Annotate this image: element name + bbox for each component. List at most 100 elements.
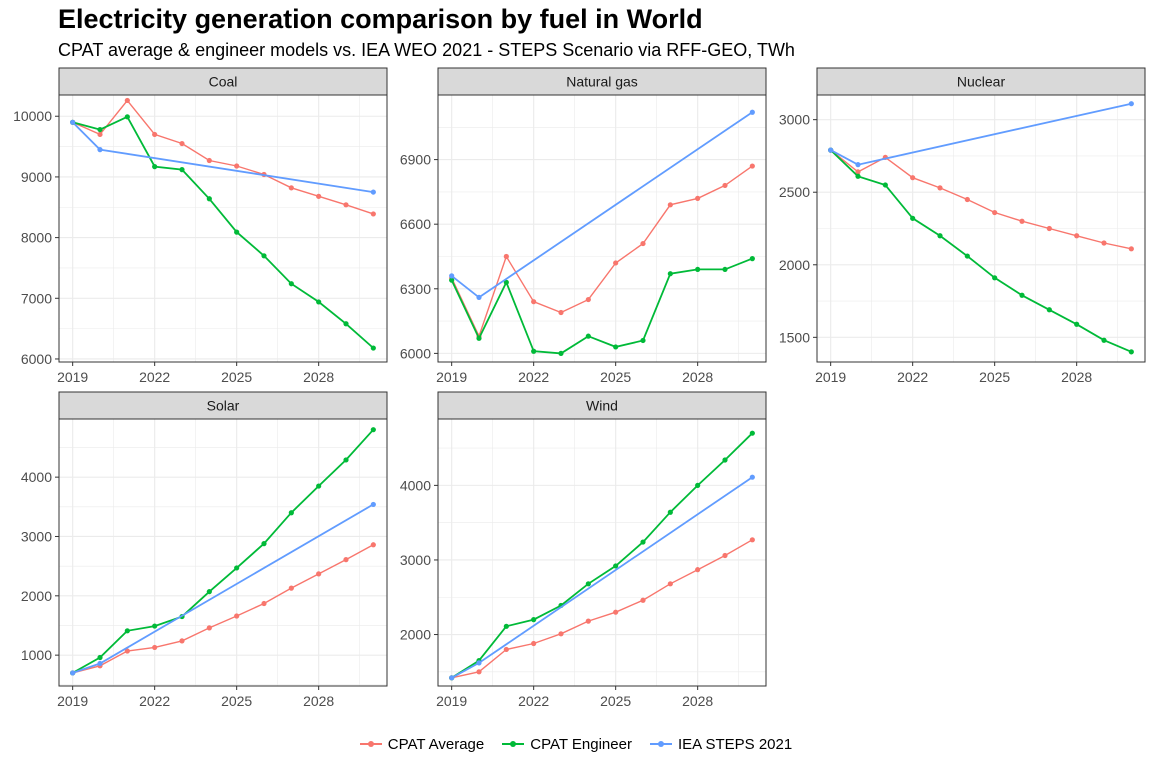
data-point-cpat-average xyxy=(476,669,482,675)
data-point-cpat-engineer xyxy=(288,510,294,516)
data-point-cpat-engineer xyxy=(449,277,455,283)
data-point-cpat-engineer xyxy=(531,617,537,623)
y-tick-label: 1500 xyxy=(779,329,810,345)
panel-border xyxy=(58,94,388,363)
data-point-cpat-engineer xyxy=(1074,321,1080,327)
x-tick-label: 2022 xyxy=(897,369,928,385)
data-point-cpat-average xyxy=(531,299,537,305)
data-point-cpat-engineer xyxy=(749,256,755,262)
x-tick-label: 2022 xyxy=(139,369,170,385)
y-tick-label: 2500 xyxy=(779,184,810,200)
data-point-cpat-average xyxy=(179,140,185,147)
data-point-cpat-average xyxy=(1128,246,1134,252)
panel-border xyxy=(437,94,767,363)
data-point-cpat-average xyxy=(640,597,646,603)
data-point-iea-steps-2021 xyxy=(749,109,755,115)
data-point-cpat-engineer xyxy=(476,335,482,341)
data-point-cpat-average xyxy=(937,185,943,191)
data-point-cpat-average xyxy=(503,646,509,653)
data-point-iea-steps-2021 xyxy=(97,147,103,153)
x-tick-label: 2025 xyxy=(221,369,252,385)
data-point-cpat-engineer xyxy=(937,233,943,239)
data-point-cpat-engineer xyxy=(531,348,537,354)
data-point-cpat-engineer xyxy=(722,457,728,463)
data-point-cpat-engineer xyxy=(503,623,509,629)
data-point-cpat-average xyxy=(1019,218,1025,224)
x-tick-label: 2025 xyxy=(221,693,252,709)
data-point-cpat-average xyxy=(722,182,728,189)
y-tick-label: 1000 xyxy=(21,647,52,663)
x-tick-label: 2019 xyxy=(436,693,467,709)
data-point-cpat-engineer xyxy=(152,164,158,170)
x-tick-label: 2025 xyxy=(600,693,631,709)
data-point-cpat-average xyxy=(613,260,619,266)
legend-label: IEA STEPS 2021 xyxy=(677,735,793,753)
y-tick-label: 3000 xyxy=(21,528,52,544)
chart-subtitle: CPAT average & engineer models vs. IEA W… xyxy=(58,40,795,60)
x-tick-label: 2019 xyxy=(436,369,467,385)
data-point-cpat-average xyxy=(667,581,673,587)
series-line-cpat-engineer xyxy=(450,257,753,355)
y-tick-label: 7000 xyxy=(21,290,52,306)
series-line-cpat-average xyxy=(72,99,374,215)
data-point-cpat-engineer xyxy=(503,279,509,285)
y-tick-label: 3000 xyxy=(779,112,810,128)
facet-strip-label: Solar xyxy=(207,398,240,414)
data-point-cpat-average xyxy=(343,557,349,563)
data-point-cpat-engineer xyxy=(1128,349,1134,355)
data-point-cpat-average xyxy=(749,163,755,169)
x-tick-label: 2022 xyxy=(139,693,170,709)
y-tick-label: 2000 xyxy=(779,257,810,273)
data-point-cpat-average xyxy=(1074,233,1080,239)
data-point-cpat-average xyxy=(558,631,564,637)
data-point-cpat-engineer xyxy=(234,565,240,571)
data-point-cpat-engineer xyxy=(179,167,185,173)
facet-strip-label: Natural gas xyxy=(566,74,638,90)
data-point-cpat-average xyxy=(206,157,212,164)
facet-coal: Coal 6000 7000 8000 9000 10000 2019 2022 2025 202… xyxy=(13,67,388,385)
data-point-cpat-average xyxy=(261,600,267,607)
data-point-cpat-average xyxy=(695,195,701,201)
y-tick-label: 4000 xyxy=(400,477,431,493)
y-tick-label: 6900 xyxy=(400,152,431,168)
data-point-iea-steps-2021 xyxy=(749,474,755,480)
legend-key-iea-steps xyxy=(649,738,672,750)
panel-border xyxy=(437,418,767,687)
legend-key-cpat-engineer xyxy=(502,738,525,750)
data-point-cpat-engineer xyxy=(613,563,619,569)
data-point-cpat-engineer xyxy=(1101,337,1107,343)
data-point-cpat-average xyxy=(503,253,509,260)
y-tick-label: 2000 xyxy=(21,588,52,604)
facet-strip xyxy=(58,391,388,420)
data-point-iea-steps-2021 xyxy=(370,189,376,195)
legend-label: CPAT Average xyxy=(387,735,485,753)
x-tick-label: 2028 xyxy=(303,693,334,709)
data-point-cpat-average xyxy=(206,625,212,631)
chart-title: Electricity generation comparison by fue… xyxy=(58,4,703,34)
data-point-cpat-engineer xyxy=(234,229,240,235)
x-tick-label: 2019 xyxy=(57,693,88,709)
data-point-cpat-average xyxy=(749,537,755,543)
data-point-iea-steps-2021 xyxy=(449,675,455,681)
data-point-cpat-engineer xyxy=(640,539,646,545)
data-point-cpat-engineer xyxy=(124,114,130,120)
x-tick-label: 2019 xyxy=(57,369,88,385)
facet-strip-label: Nuclear xyxy=(957,74,1006,90)
data-point-iea-steps-2021 xyxy=(370,501,376,508)
data-point-cpat-engineer xyxy=(910,215,916,221)
data-point-cpat-average xyxy=(910,175,916,181)
x-tick-label: 2028 xyxy=(682,369,713,385)
data-point-cpat-engineer xyxy=(992,275,998,281)
data-point-cpat-engineer xyxy=(97,654,103,661)
data-point-cpat-average xyxy=(370,542,376,548)
legend-item-iea-steps: IEA STEPS 2021 xyxy=(649,735,793,753)
series-line-cpat-engineer xyxy=(451,432,753,679)
y-tick-label: 3000 xyxy=(400,552,431,568)
panel-border xyxy=(58,418,388,687)
data-point-cpat-engineer xyxy=(667,509,673,515)
series-line-cpat-engineer xyxy=(830,149,1132,353)
series-line-cpat-average xyxy=(451,539,753,679)
data-point-cpat-engineer xyxy=(640,337,646,344)
data-point-iea-steps-2021 xyxy=(855,162,861,168)
data-point-cpat-engineer xyxy=(343,321,349,327)
